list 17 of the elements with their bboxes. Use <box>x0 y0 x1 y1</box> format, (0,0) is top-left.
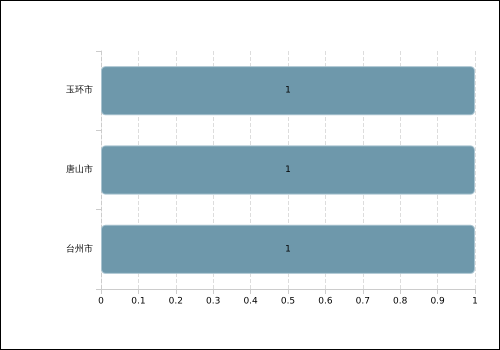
data-label: 1 <box>285 244 291 254</box>
x-tick-label: 0.4 <box>243 296 258 306</box>
x-tick-label: 0.1 <box>131 296 146 306</box>
y-tick-label: 台州市 <box>66 243 93 254</box>
x-tick-label: 0.6 <box>318 296 333 306</box>
y-tick-label: 玉环市 <box>66 84 93 96</box>
x-tick-label: 0 <box>98 296 104 306</box>
x-tick-label: 0.5 <box>280 296 296 306</box>
x-tick-label: 0.3 <box>206 296 220 306</box>
x-tick-label: 0.7 <box>356 296 370 306</box>
y-tick-label: 唐山市 <box>66 164 93 175</box>
x-tick-label: 0.2 <box>168 296 183 306</box>
x-tick-label: 0.9 <box>430 296 446 306</box>
x-tick-label: 0.8 <box>393 296 408 306</box>
data-label: 1 <box>285 165 291 175</box>
data-label: 1 <box>285 86 291 96</box>
x-tick-label: 1 <box>472 296 478 306</box>
